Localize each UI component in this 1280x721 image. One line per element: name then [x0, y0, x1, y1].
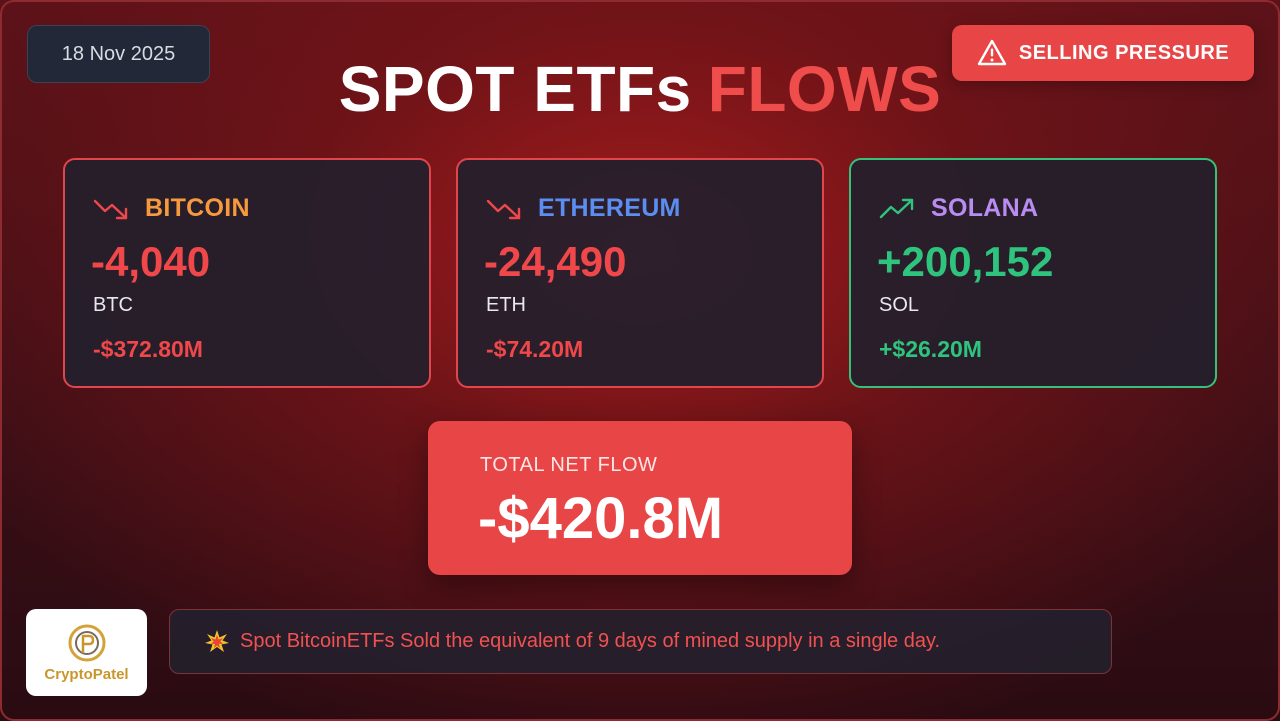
title-part-2: FLOWS — [707, 53, 942, 125]
alert-label: SELLING PRESSURE — [1018, 41, 1230, 64]
trend-up-icon — [879, 198, 914, 218]
total-label: TOTAL NET FLOW — [480, 454, 658, 476]
logo-text: CryptoPatel — [44, 666, 129, 683]
footer-note-text: Spot BitcoinETFs Sold the equivalent of … — [240, 630, 941, 652]
card-usd-value: -$74.20M — [486, 336, 584, 362]
card-header: BITCOIN — [93, 194, 250, 223]
solana-card: SOLANA +200,152 SOL +$26.20M — [849, 158, 1217, 388]
total-value: -$420.8M — [478, 486, 724, 551]
card-unit: SOL — [879, 294, 920, 316]
card-header: ETHEREUM — [486, 194, 681, 223]
brand-logo: CryptoPatel — [26, 609, 147, 696]
card-unit: BTC — [93, 294, 133, 316]
card-name: SOLANA — [931, 194, 1039, 222]
trend-down-icon — [486, 199, 521, 219]
bitcoin-card: BITCOIN -4,040 BTC -$372.80M — [63, 158, 431, 388]
ethereum-card: ETHEREUM -24,490 ETH -$74.20M — [456, 158, 824, 388]
date-badge: 18 Nov 2025 — [27, 25, 210, 83]
card-unit: ETH — [486, 294, 526, 316]
selling-pressure-badge: SELLING PRESSURE — [952, 25, 1254, 81]
card-header: SOLANA — [879, 194, 1038, 223]
card-amount: -24,490 — [484, 238, 627, 285]
warning-icon — [977, 39, 1007, 66]
page-title: SPOT ETFs FLOWS — [0, 52, 1280, 126]
crypto-coin-logo-icon — [68, 624, 105, 662]
title-part-1: SPOT ETFs — [338, 53, 692, 125]
card-usd-value: +$26.20M — [879, 336, 982, 362]
card-amount: +200,152 — [877, 238, 1054, 285]
card-name: ETHEREUM — [538, 194, 681, 222]
collision-icon — [205, 629, 229, 652]
trend-down-icon — [93, 199, 128, 219]
card-amount: -4,040 — [91, 238, 211, 285]
card-usd-value: -$372.80M — [93, 336, 203, 362]
total-net-flow-card: TOTAL NET FLOW -$420.8M — [428, 421, 852, 575]
card-name: BITCOIN — [145, 194, 250, 222]
footer-note: Spot BitcoinETFs Sold the equivalent of … — [169, 609, 1112, 674]
